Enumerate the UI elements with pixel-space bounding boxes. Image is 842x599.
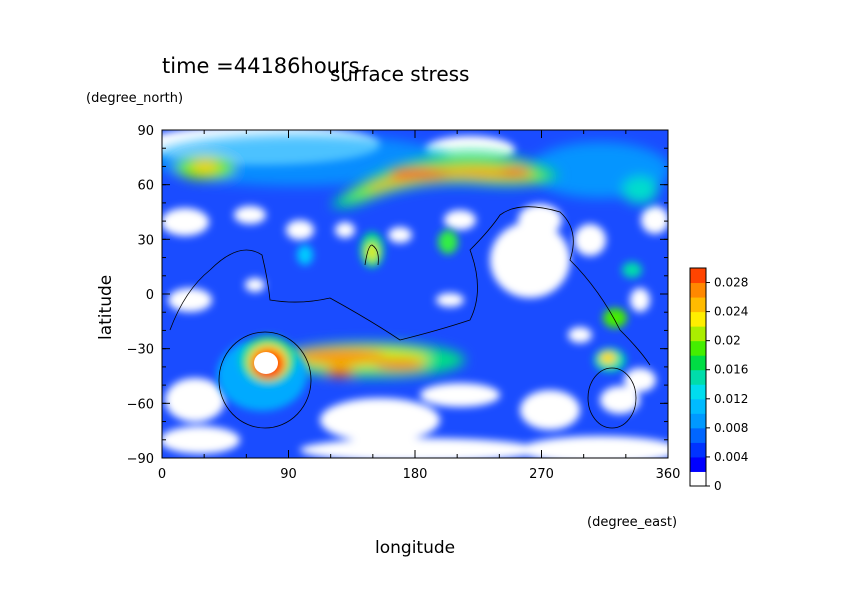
colorbar-swatch [690,413,706,429]
y-unit-label: (degree_north) [86,91,183,106]
colorbar-swatch [690,369,706,385]
colorbar-swatch [690,471,706,487]
colorbar-tick-label: 0.024 [714,305,748,319]
colorbar-swatch [690,297,706,313]
colorbar-tick-label: 0.008 [714,421,748,435]
colorbar-tick-label: 0 [714,479,722,493]
colorbar-swatch [690,384,706,400]
colorbar: 0.028 0.024 0.02 0.016 0.012 0.008 0.004 0 [689,267,748,493]
y-axis-label: latitude [96,275,116,340]
y-tick-label: 60 [137,179,154,194]
y-tick-label: 90 [137,124,154,139]
stress-field [162,130,668,458]
y-tick-label: −30 [127,343,154,358]
colorbar-tick-label: 0.016 [714,363,748,377]
x-tick-label: 360 [656,467,681,482]
colorbar-tick-label: 0.028 [714,276,748,290]
colorbar-swatch [690,311,706,327]
colorbar-swatch [690,268,706,284]
colorbar-swatch [690,398,706,414]
x-tick-label: 0 [158,467,166,482]
colorbar-swatch [690,442,706,458]
colorbar-tick-label: 0.004 [714,450,748,464]
y-tick-label: −60 [127,397,154,412]
y-axis: 90 60 30 0 −30 −60 −90 [127,124,668,467]
x-axis-label: longitude [375,538,455,558]
x-axis: 0 90 180 270 360 [158,130,681,482]
colorbar-frame [689,267,707,487]
y-tick-label: 0 [146,288,154,303]
colorbar-swatch [690,456,706,472]
x-tick-label: 90 [280,467,297,482]
colorbar-tick-label: 0.02 [714,334,741,348]
y-tick-label: 30 [137,233,154,248]
colorbar-swatch [690,326,706,342]
colorbar-tick-label: 0.012 [714,392,748,406]
x-unit-label: (degree_east) [587,515,677,530]
x-tick-label: 270 [529,467,554,482]
x-tick-label: 180 [403,467,428,482]
colorbar-swatch [690,282,706,298]
colorbar-swatch [690,340,706,356]
colorbar-swatch [690,355,706,371]
time-label: time =44186hours [162,54,360,78]
y-tick-label: −90 [127,452,154,467]
chart-title: surface stress [330,62,469,86]
colorbar-swatch [690,427,706,443]
